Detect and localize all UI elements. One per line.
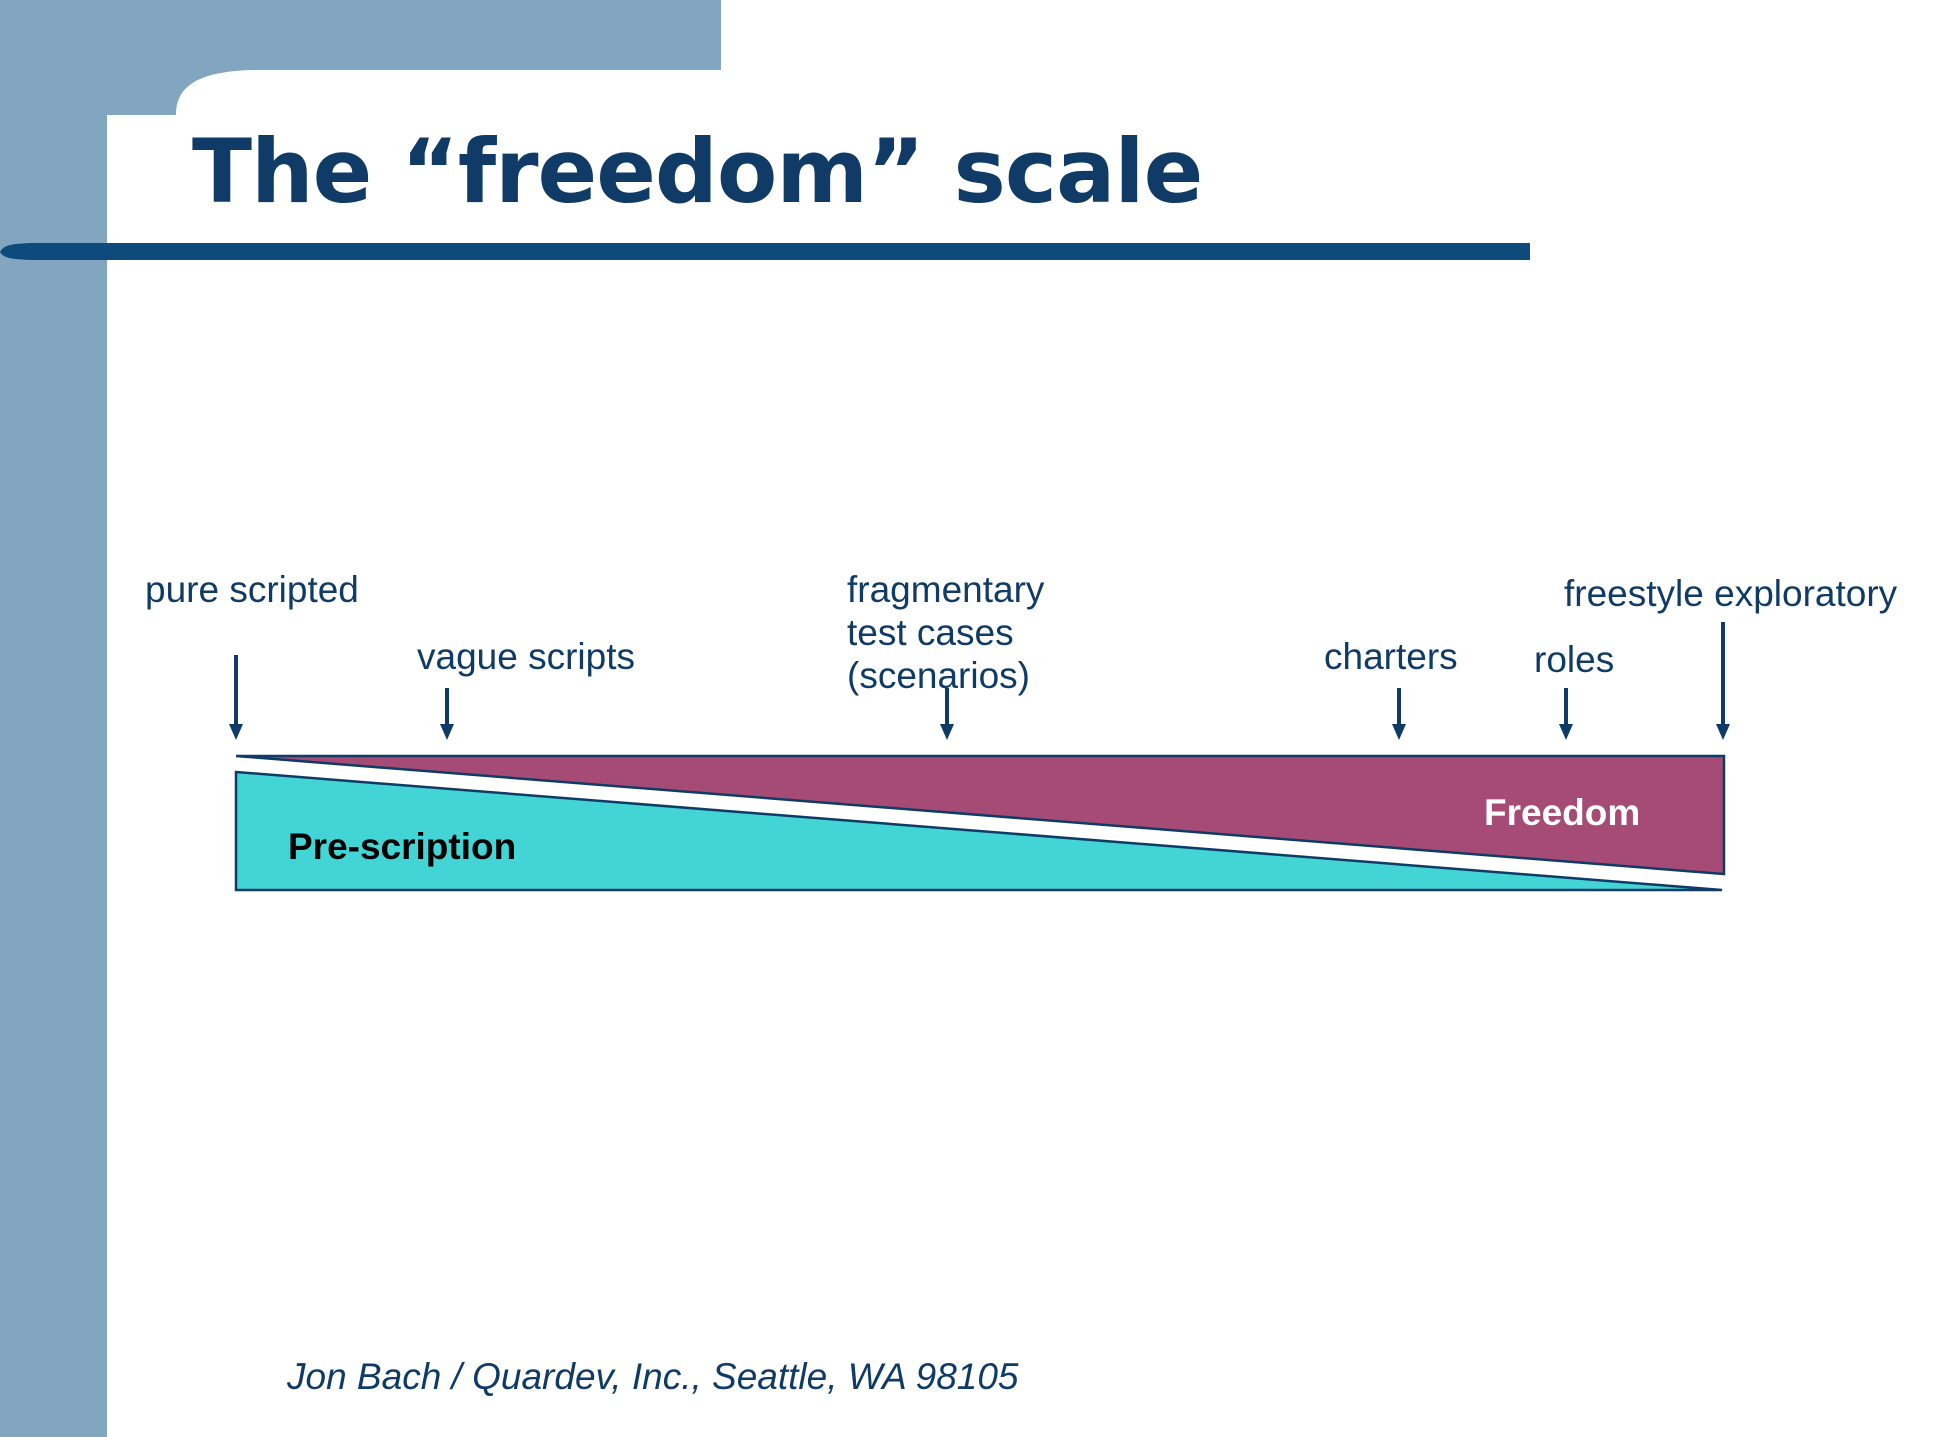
down-arrow-icon xyxy=(1392,688,1406,740)
stage-label-vague-scripts: vague scripts xyxy=(417,636,635,677)
down-arrow-icon xyxy=(229,655,243,740)
top-band xyxy=(107,0,721,70)
title-underline-rule xyxy=(0,243,1530,260)
top-band-corner xyxy=(107,70,250,115)
left-sidebar-band xyxy=(0,0,107,1437)
prescription-label: Pre-scription xyxy=(288,826,517,867)
prescription-wedge xyxy=(234,770,1723,892)
down-arrow-icon xyxy=(440,688,454,740)
stage-label-fragmentary-test-cases: fragmentary test cases (scenarios) xyxy=(847,569,1045,696)
stage-label-freestyle-exploratory: freestyle exploratory xyxy=(1564,573,1898,614)
down-arrow-icon xyxy=(1559,688,1573,740)
footer-credit: Jon Bach / Quardev, Inc., Seattle, WA 98… xyxy=(287,1356,1019,1397)
stage-arrows xyxy=(229,622,1730,740)
page-title: The “freedom” scale xyxy=(192,120,1203,223)
down-arrow-icon xyxy=(940,688,954,740)
down-arrow-icon xyxy=(1716,622,1730,740)
stage-label-pure-scripted: pure scripted xyxy=(145,569,359,610)
stage-label-charters: charters xyxy=(1324,636,1458,677)
stage-label-roles: roles xyxy=(1534,639,1615,680)
freedom-wedge xyxy=(235,754,1726,876)
freedom-label: Freedom xyxy=(1484,792,1641,833)
